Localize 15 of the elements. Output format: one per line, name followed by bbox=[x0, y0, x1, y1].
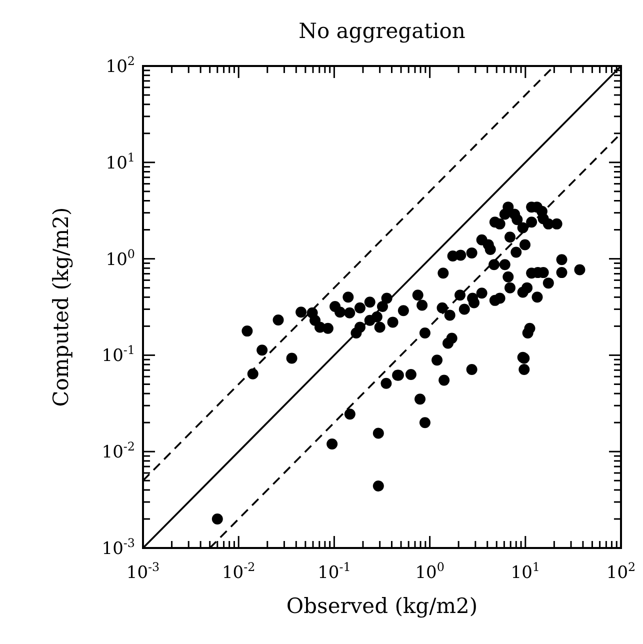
y-tick-label: 10$^{2}$ bbox=[106, 54, 135, 77]
y-tick-label: 10$^{-1}$ bbox=[102, 343, 135, 366]
x-axis-title: Observed (kg/m2) bbox=[286, 594, 478, 618]
x-tick-label: 10$^{0}$ bbox=[415, 560, 444, 583]
y-tick-label: 10$^{-3}$ bbox=[102, 536, 135, 559]
y-tick-label: 10$^{-2}$ bbox=[102, 440, 135, 463]
y-axis-title: Computed (kg/m2) bbox=[49, 207, 73, 407]
y-tick-label: 10$^{0}$ bbox=[106, 246, 135, 270]
y-tick-label: 10$^{1}$ bbox=[106, 150, 135, 174]
x-tick-label: 10$^{2}$ bbox=[606, 560, 636, 583]
chart-title: No aggregation bbox=[298, 19, 466, 43]
x-tick-label: 10$^{-3}$ bbox=[126, 560, 160, 583]
x-tick-label: 10$^{-1}$ bbox=[318, 560, 351, 583]
x-tick-label: 10$^{-2}$ bbox=[222, 560, 256, 583]
x-tick-label: 10$^{1}$ bbox=[510, 560, 540, 583]
